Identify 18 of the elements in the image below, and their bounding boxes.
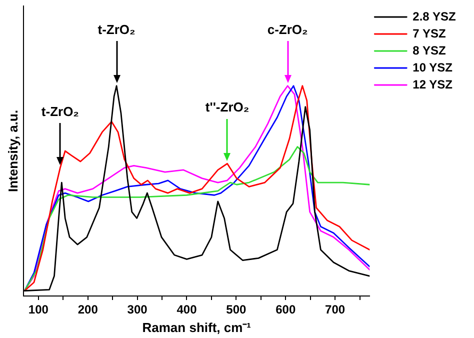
legend-label: 12 YSZ [412,77,452,92]
x-tick-label: 400 [176,302,198,317]
x-tick-label: 600 [276,302,296,317]
x-tick-label: 100 [28,302,49,317]
x-axis-title: Raman shift, cm⁻¹ [142,320,251,335]
legend-label: 10 YSZ [412,60,452,74]
legend-label: 2.8 YSZ [412,9,456,24]
legend-label: 7 YSZ [412,26,446,40]
x-tick-label: 700 [325,302,346,317]
x-tick-label: 200 [78,302,98,317]
y-axis-title: Intensity, a.u. [5,110,20,192]
annotation: t-ZrO₂ [98,22,136,37]
x-tick-label: 300 [127,302,148,317]
annotation: t-ZrO₂ [41,104,80,119]
annotation: c-ZrO₂ [267,22,308,37]
x-tick-label: 500 [226,302,247,317]
legend-label: 8 YSZ [412,43,446,58]
annotation: t''-ZrO₂ [205,100,250,115]
